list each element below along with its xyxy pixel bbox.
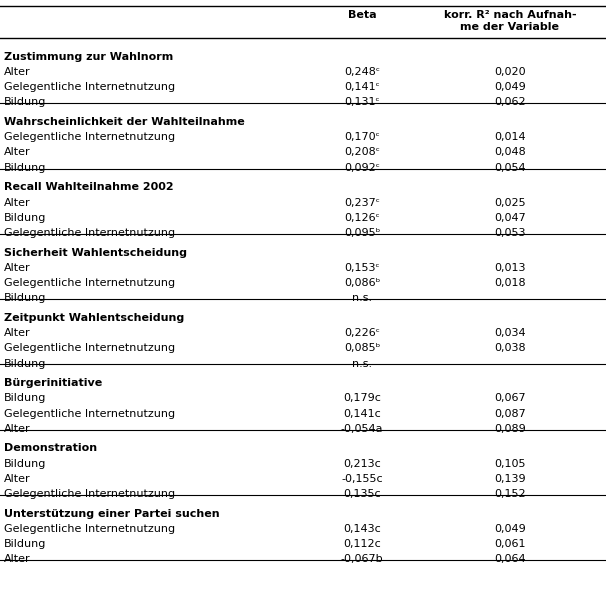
Text: Zustimmung zur Wahlnorm: Zustimmung zur Wahlnorm (4, 52, 173, 62)
Text: 0,048: 0,048 (494, 148, 526, 158)
Text: 0,089: 0,089 (494, 424, 526, 434)
Text: Alter: Alter (4, 263, 31, 273)
Text: Sicherheit Wahlentscheidung: Sicherheit Wahlentscheidung (4, 247, 187, 257)
Text: Gelegentliche Internetnutzung: Gelegentliche Internetnutzung (4, 278, 175, 288)
Text: 0,141ᶜ: 0,141ᶜ (344, 82, 380, 93)
Text: 0,085ᵇ: 0,085ᵇ (344, 343, 380, 353)
Text: 0,105: 0,105 (494, 458, 526, 468)
Text: 0,047: 0,047 (494, 213, 526, 223)
Text: 0,049: 0,049 (494, 524, 526, 534)
Text: 0,226ᶜ: 0,226ᶜ (344, 328, 380, 338)
Text: 0,018: 0,018 (494, 278, 526, 288)
Text: Gelegentliche Internetnutzung: Gelegentliche Internetnutzung (4, 228, 175, 238)
Text: Gelegentliche Internetnutzung: Gelegentliche Internetnutzung (4, 409, 175, 419)
Text: 0,208ᶜ: 0,208ᶜ (344, 148, 380, 158)
Text: Alter: Alter (4, 474, 31, 484)
Text: Gelegentliche Internetnutzung: Gelegentliche Internetnutzung (4, 489, 175, 499)
Text: 0,095ᵇ: 0,095ᵇ (344, 228, 380, 238)
Text: 0,034: 0,034 (494, 328, 526, 338)
Text: me der Variable: me der Variable (461, 22, 559, 32)
Text: 0,038: 0,038 (494, 343, 526, 353)
Text: 0,086ᵇ: 0,086ᵇ (344, 278, 380, 288)
Text: 0,112c: 0,112c (343, 539, 381, 549)
Text: 0,153ᶜ: 0,153ᶜ (344, 263, 380, 273)
Text: 0,061: 0,061 (494, 539, 526, 549)
Text: 0,054: 0,054 (494, 162, 526, 173)
Text: 0,049: 0,049 (494, 82, 526, 93)
Text: 0,139: 0,139 (494, 474, 526, 484)
Text: 0,087: 0,087 (494, 409, 526, 419)
Text: 0,131ᶜ: 0,131ᶜ (344, 97, 380, 107)
Text: 0,152: 0,152 (494, 489, 526, 499)
Text: -0,067b: -0,067b (341, 554, 384, 565)
Text: 0,053: 0,053 (494, 228, 526, 238)
Text: Bildung: Bildung (4, 393, 47, 403)
Text: -0,155c: -0,155c (341, 474, 383, 484)
Text: Alter: Alter (4, 197, 31, 208)
Text: Bildung: Bildung (4, 294, 47, 303)
Text: Bildung: Bildung (4, 162, 47, 173)
Text: 0,126ᶜ: 0,126ᶜ (344, 213, 380, 223)
Text: 0,020: 0,020 (494, 67, 526, 77)
Text: 0,141c: 0,141c (343, 409, 381, 419)
Text: 0,062: 0,062 (494, 97, 526, 107)
Text: 0,135c: 0,135c (343, 489, 381, 499)
Text: 0,170ᶜ: 0,170ᶜ (344, 132, 380, 142)
Text: 0,213c: 0,213c (343, 458, 381, 468)
Text: Beta: Beta (348, 10, 376, 20)
Text: 0,064: 0,064 (494, 554, 526, 565)
Text: Gelegentliche Internetnutzung: Gelegentliche Internetnutzung (4, 82, 175, 93)
Text: 0,092ᶜ: 0,092ᶜ (344, 162, 380, 173)
Text: 0,013: 0,013 (494, 263, 526, 273)
Text: Bildung: Bildung (4, 539, 47, 549)
Text: Unterstützung einer Partei suchen: Unterstützung einer Partei suchen (4, 509, 219, 519)
Text: Wahrscheinlichkeit der Wahlteilnahme: Wahrscheinlichkeit der Wahlteilnahme (4, 117, 245, 127)
Text: Alter: Alter (4, 328, 31, 338)
Text: n.s.: n.s. (352, 359, 372, 369)
Text: Demonstration: Demonstration (4, 444, 97, 453)
Text: Bildung: Bildung (4, 458, 47, 468)
Text: Alter: Alter (4, 148, 31, 158)
Text: Gelegentliche Internetnutzung: Gelegentliche Internetnutzung (4, 343, 175, 353)
Text: 0,025: 0,025 (494, 197, 526, 208)
Text: 0,067: 0,067 (494, 393, 526, 403)
Text: 0,014: 0,014 (494, 132, 526, 142)
Text: Bildung: Bildung (4, 97, 47, 107)
Text: Gelegentliche Internetnutzung: Gelegentliche Internetnutzung (4, 132, 175, 142)
Text: Gelegentliche Internetnutzung: Gelegentliche Internetnutzung (4, 524, 175, 534)
Text: Zeitpunkt Wahlentscheidung: Zeitpunkt Wahlentscheidung (4, 313, 184, 323)
Text: 0,237ᶜ: 0,237ᶜ (344, 197, 380, 208)
Text: Bildung: Bildung (4, 213, 47, 223)
Text: 0,179c: 0,179c (343, 393, 381, 403)
Text: Alter: Alter (4, 424, 31, 434)
Text: Alter: Alter (4, 554, 31, 565)
Text: korr. R² nach Aufnah-: korr. R² nach Aufnah- (444, 10, 576, 20)
Text: Bürgerinitiative: Bürgerinitiative (4, 378, 102, 388)
Text: 0,143c: 0,143c (343, 524, 381, 534)
Text: 0,248ᶜ: 0,248ᶜ (344, 67, 380, 77)
Text: Recall Wahlteilnahme 2002: Recall Wahlteilnahme 2002 (4, 182, 174, 192)
Text: Bildung: Bildung (4, 359, 47, 369)
Text: Alter: Alter (4, 67, 31, 77)
Text: -0,054a: -0,054a (341, 424, 383, 434)
Text: n.s.: n.s. (352, 294, 372, 303)
